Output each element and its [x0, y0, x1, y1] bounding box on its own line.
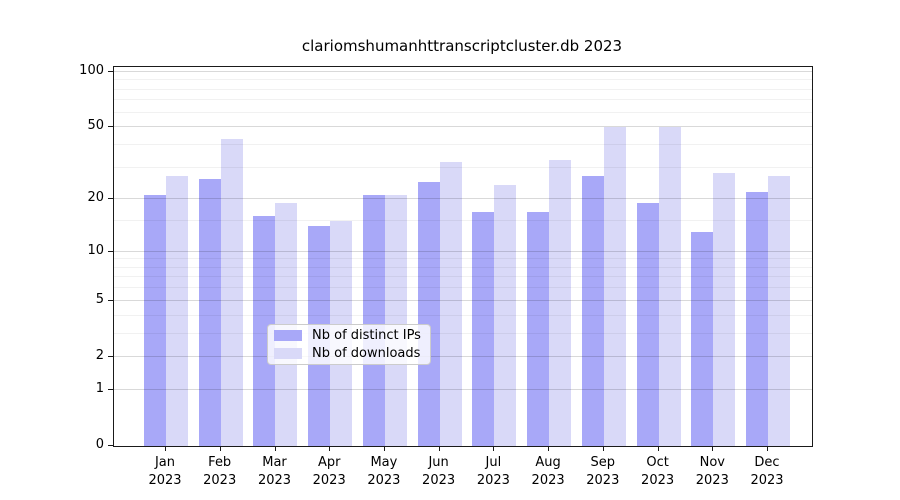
- bar-downloads-nov: [713, 172, 736, 446]
- bar-ips-aug: [527, 211, 550, 446]
- gridline-3: [114, 332, 812, 334]
- y-tick-mark-10: [108, 250, 113, 252]
- y-tick-mark-1: [108, 388, 113, 390]
- y-tick-label-20: 20: [87, 190, 104, 206]
- x-tick-mark-mar: [274, 446, 276, 451]
- bar-downloads-jan: [166, 175, 188, 446]
- gridline-10: [114, 250, 812, 252]
- x-tick-mark-feb: [219, 446, 221, 451]
- x-tick-mark-aug: [548, 446, 550, 451]
- plot-area: [113, 66, 813, 447]
- x-tick-mark-nov: [712, 446, 714, 451]
- bar-ips-oct: [636, 203, 659, 446]
- bar-ips-may: [362, 195, 385, 446]
- chart-title: clariomshumanhttranscriptcluster.db 2023: [301, 37, 623, 55]
- y-tick-mark-5: [108, 299, 113, 301]
- gridline-7: [114, 276, 812, 278]
- x-tick-mark-jan: [165, 446, 166, 451]
- x-tick-label-jun: Jun 2023: [422, 455, 456, 488]
- legend: Nb of distinct IPs Nb of downloads: [267, 324, 431, 365]
- bar-downloads-jun: [439, 162, 462, 446]
- gridline-80: [114, 88, 812, 90]
- bar-downloads-sep: [603, 127, 626, 446]
- bar-downloads-may: [384, 195, 407, 446]
- gridline-9: [114, 258, 812, 260]
- x-tick-label-jan: Jan 2023: [148, 455, 182, 488]
- x-tick-mark-jun: [438, 446, 440, 451]
- bar-ips-feb: [198, 178, 221, 446]
- x-tick-label-mar: Mar 2023: [257, 455, 292, 488]
- bar-ips-jul: [472, 211, 495, 446]
- legend-label-downloads: Nb of downloads: [312, 346, 421, 361]
- gridline-4: [114, 314, 812, 316]
- y-tick-label-100: 100: [79, 62, 104, 78]
- y-tick-label-1: 1: [95, 380, 104, 396]
- y-tick-mark-100: [108, 70, 113, 72]
- gridline-5: [114, 299, 812, 301]
- gridline-60: [114, 111, 812, 113]
- x-tick-label-oct: Oct 2023: [641, 455, 675, 488]
- bar-ips-jun: [417, 181, 440, 446]
- x-tick-label-apr: Apr 2023: [312, 455, 346, 488]
- bar-ips-jan: [144, 195, 166, 446]
- gridline-20: [114, 198, 812, 200]
- gridline-1: [114, 388, 812, 390]
- x-tick-label-aug: Aug 2023: [531, 455, 565, 488]
- y-axis: 100 50 20 10 5 2 1 0: [0, 0, 104, 500]
- gridline-70: [114, 99, 812, 101]
- x-tick-label-sep: Sep 2023: [586, 455, 620, 488]
- gridline-8: [114, 266, 812, 268]
- x-tick-label-dec: Dec 2023: [750, 455, 784, 488]
- bar-downloads-feb: [220, 139, 243, 446]
- y-tick-label-5: 5: [95, 291, 104, 307]
- y-tick-label-10: 10: [87, 242, 104, 258]
- x-tick-mark-may: [383, 446, 385, 451]
- x-tick-label-jul: Jul 2023: [476, 455, 510, 488]
- y-tick-mark-50: [108, 126, 113, 128]
- y-tick-mark-20: [108, 198, 113, 200]
- gridline-15: [114, 220, 812, 222]
- gridline-90: [114, 79, 812, 81]
- x-tick-label-may: May 2023: [367, 455, 401, 488]
- legend-swatch-downloads: [274, 348, 302, 359]
- gridline-2: [114, 355, 812, 357]
- gridline-30: [114, 166, 812, 168]
- y-tick-label-0: 0: [95, 437, 104, 452]
- bar-downloads-aug: [549, 160, 572, 446]
- x-tick-mark-jul: [493, 446, 495, 451]
- y-tick-mark-2: [108, 355, 113, 357]
- y-tick-label-2: 2: [95, 347, 104, 363]
- x-tick-mark-sep: [602, 446, 604, 451]
- bar-ips-mar: [253, 216, 276, 446]
- y-tick-label-50: 50: [87, 118, 104, 134]
- bar-ips-nov: [691, 232, 714, 446]
- bar-ips-sep: [581, 175, 604, 446]
- x-tick-mark-apr: [329, 446, 331, 451]
- gridline-40: [114, 143, 812, 145]
- bar-downloads-oct: [658, 127, 681, 446]
- x-tick-label-feb: Feb 2023: [203, 455, 237, 488]
- gridline-100: [114, 70, 812, 72]
- gridline-6: [114, 287, 812, 289]
- x-tick-label-nov: Nov 2023: [695, 455, 729, 488]
- legend-label-distinct-ips: Nb of distinct IPs: [312, 328, 421, 343]
- x-tick-mark-dec: [767, 446, 768, 451]
- legend-item-downloads: Nb of downloads: [268, 346, 430, 361]
- y-tick-mark-0: [108, 445, 113, 446]
- bar-ips-dec: [746, 191, 769, 446]
- bar-downloads-jul: [494, 184, 517, 446]
- legend-swatch-distinct-ips: [274, 330, 302, 341]
- gridline-50: [114, 126, 812, 128]
- bar-downloads-dec: [768, 175, 791, 446]
- x-tick-mark-oct: [657, 446, 659, 451]
- legend-item-distinct-ips: Nb of distinct IPs: [268, 328, 430, 343]
